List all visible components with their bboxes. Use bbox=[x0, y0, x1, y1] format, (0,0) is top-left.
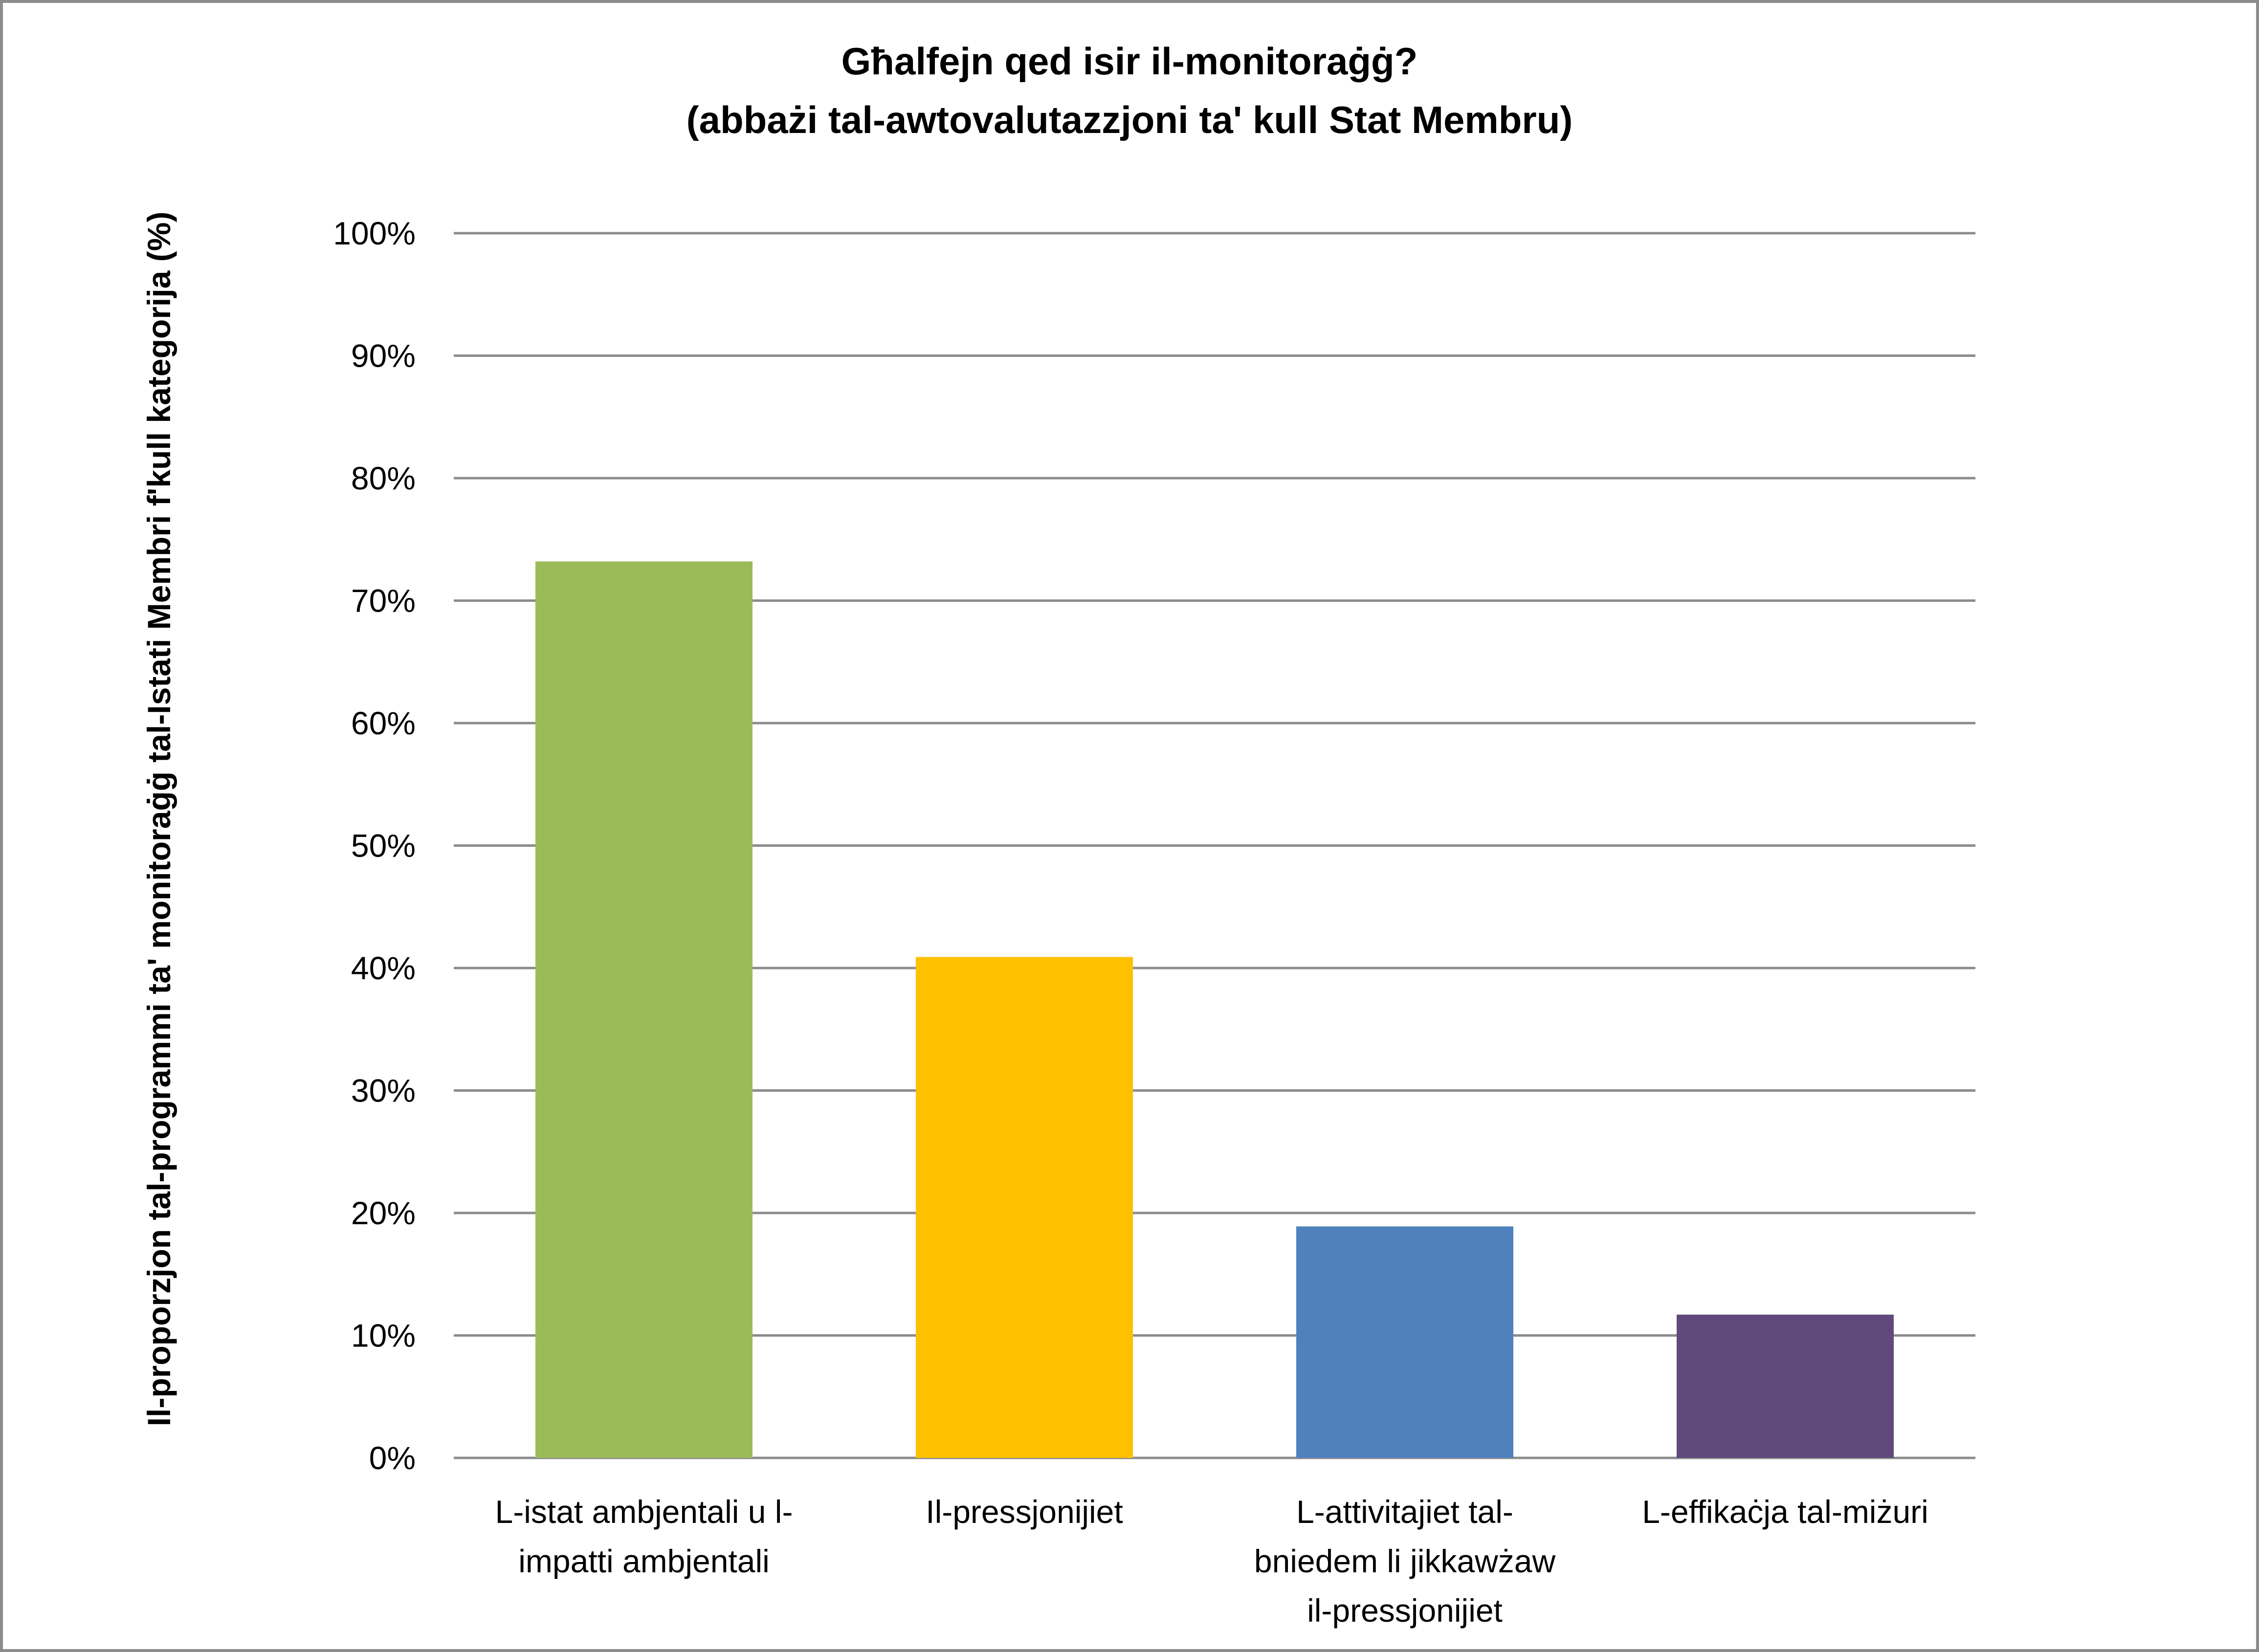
bar-4 bbox=[1677, 1314, 1894, 1458]
x-category-label: L-istat ambjentali u l-impatti ambjental… bbox=[495, 1494, 793, 1579]
y-tick-label: 40% bbox=[351, 950, 416, 986]
y-tick-label: 80% bbox=[351, 460, 416, 496]
y-tick-label: 60% bbox=[351, 705, 416, 741]
chart-title: Għalfejn qed isir il-monitoraġġ? bbox=[841, 40, 1418, 83]
y-tick-label: 100% bbox=[333, 215, 416, 251]
chart-subtitle: (abbażi tal-awtovalutazzjoni ta' kull St… bbox=[686, 98, 1573, 141]
bar-3 bbox=[1296, 1226, 1513, 1458]
x-category-label: L-effikaċja tal-miżuri bbox=[1642, 1494, 1928, 1530]
y-tick-label: 50% bbox=[351, 828, 416, 864]
x-category-label: Il-pressjonijiet bbox=[926, 1494, 1123, 1530]
y-tick-label: 10% bbox=[351, 1318, 416, 1354]
bar-2 bbox=[916, 957, 1133, 1458]
y-tick-label: 20% bbox=[351, 1195, 416, 1231]
y-tick-label: 70% bbox=[351, 583, 416, 619]
y-tick-label: 90% bbox=[351, 338, 416, 374]
x-category-label: L-attivitajiet tal-bniedem li jikkawżaw i… bbox=[1254, 1494, 1556, 1629]
y-tick-label: 0% bbox=[369, 1440, 416, 1476]
y-tick-label: 30% bbox=[351, 1073, 416, 1109]
bar-1 bbox=[535, 561, 753, 1458]
